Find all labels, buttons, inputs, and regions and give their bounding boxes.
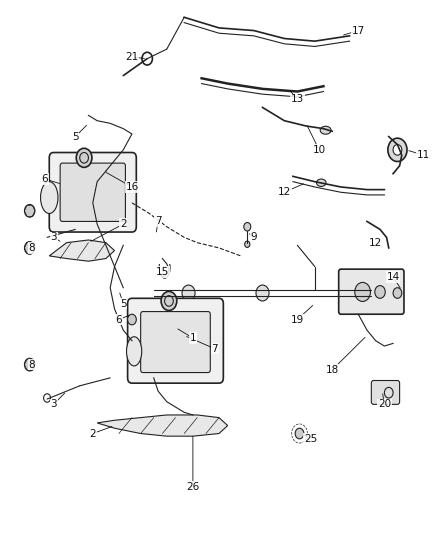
FancyBboxPatch shape <box>60 163 125 221</box>
Text: 12: 12 <box>278 187 291 197</box>
Text: 7: 7 <box>155 216 161 227</box>
Ellipse shape <box>320 126 331 134</box>
Text: 11: 11 <box>417 150 430 160</box>
Circle shape <box>244 222 251 231</box>
Text: 9: 9 <box>251 232 257 243</box>
Circle shape <box>355 282 371 302</box>
Text: 16: 16 <box>125 182 138 192</box>
Circle shape <box>127 314 136 325</box>
Circle shape <box>161 292 177 311</box>
Text: 8: 8 <box>28 243 35 253</box>
Circle shape <box>393 288 402 298</box>
Text: 1: 1 <box>190 333 196 343</box>
Polygon shape <box>49 240 115 261</box>
Ellipse shape <box>127 337 142 366</box>
Text: 5: 5 <box>120 298 127 309</box>
Text: 18: 18 <box>325 365 339 375</box>
FancyBboxPatch shape <box>371 381 399 405</box>
Text: 3: 3 <box>50 232 57 243</box>
Circle shape <box>393 144 402 155</box>
Text: 5: 5 <box>72 132 79 142</box>
Text: 12: 12 <box>369 238 382 248</box>
Text: 10: 10 <box>313 145 326 155</box>
Text: 6: 6 <box>42 174 48 184</box>
Text: 6: 6 <box>116 314 122 325</box>
FancyBboxPatch shape <box>141 312 210 373</box>
Text: 14: 14 <box>386 272 400 282</box>
Circle shape <box>388 138 407 161</box>
Polygon shape <box>97 415 228 436</box>
FancyBboxPatch shape <box>49 152 136 232</box>
Circle shape <box>256 285 269 301</box>
Ellipse shape <box>41 182 58 214</box>
Circle shape <box>295 428 304 439</box>
Circle shape <box>25 358 35 371</box>
Text: 15: 15 <box>156 267 169 277</box>
Text: 26: 26 <box>186 481 200 491</box>
Text: 7: 7 <box>212 344 218 354</box>
Text: 2: 2 <box>89 429 96 439</box>
Text: 25: 25 <box>304 434 317 444</box>
Text: 3: 3 <box>50 399 57 409</box>
Text: 20: 20 <box>378 399 391 409</box>
Text: 2: 2 <box>120 219 127 229</box>
Text: 17: 17 <box>352 26 365 36</box>
FancyBboxPatch shape <box>339 269 404 314</box>
Text: 21: 21 <box>125 52 138 62</box>
Circle shape <box>375 286 385 298</box>
Circle shape <box>245 241 250 247</box>
Circle shape <box>76 148 92 167</box>
Ellipse shape <box>317 179 326 187</box>
Text: 13: 13 <box>291 94 304 104</box>
Text: 19: 19 <box>291 314 304 325</box>
Circle shape <box>182 285 195 301</box>
Circle shape <box>25 205 35 217</box>
Text: 8: 8 <box>28 360 35 369</box>
FancyBboxPatch shape <box>127 298 223 383</box>
Circle shape <box>25 241 35 254</box>
